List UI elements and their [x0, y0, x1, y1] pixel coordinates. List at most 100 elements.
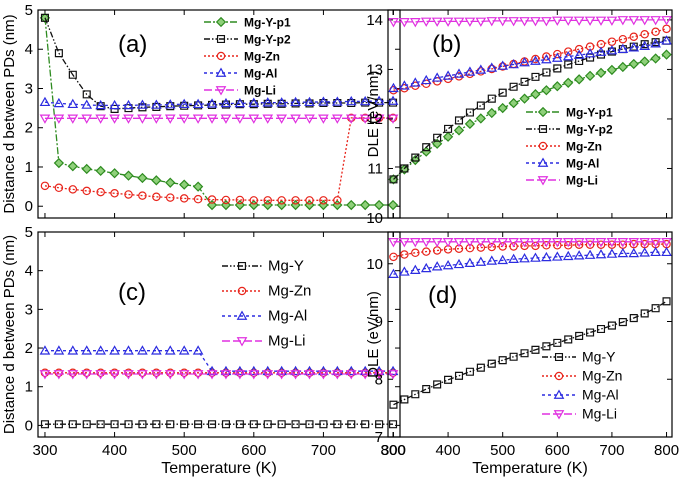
- data-point: [573, 16, 585, 26]
- data-point: [305, 420, 314, 429]
- data-point: [498, 356, 507, 365]
- data-point: [387, 199, 399, 211]
- data-point: [192, 181, 204, 192]
- data-point: [542, 342, 551, 351]
- x-tick-label: 800: [654, 442, 679, 459]
- data-point: [39, 114, 51, 124]
- x-tick-label: 700: [311, 442, 336, 459]
- series-group: [388, 237, 672, 409]
- data-point: [67, 345, 79, 355]
- data-point: [123, 99, 134, 110]
- data-point: [595, 249, 607, 259]
- data-point: [318, 114, 329, 124]
- data-point: [389, 400, 398, 409]
- data-point: [640, 30, 649, 39]
- data-point: [486, 17, 498, 27]
- data-point: [138, 420, 147, 429]
- data-point: [399, 18, 410, 28]
- data-point: [347, 420, 356, 429]
- data-point: [276, 114, 287, 124]
- data-point: [248, 97, 260, 107]
- data-point: [262, 97, 274, 107]
- data-point: [192, 98, 204, 109]
- data-point: [373, 95, 385, 105]
- data-point: [95, 345, 106, 355]
- data-point: [530, 237, 541, 248]
- data-point: [628, 237, 640, 248]
- data-point: [318, 96, 329, 106]
- x-tick-label: 500: [490, 442, 515, 459]
- data-point: [476, 101, 485, 110]
- data-point: [123, 170, 134, 181]
- legend-label: Mg-Y: [582, 349, 616, 365]
- data-point: [388, 268, 399, 278]
- data-point: [359, 114, 371, 124]
- data-point: [530, 252, 541, 262]
- data-point: [346, 199, 357, 211]
- data-point: [584, 249, 596, 259]
- y-tick-label: 12: [366, 111, 383, 128]
- data-point: [305, 196, 314, 205]
- data-point: [584, 70, 596, 82]
- data-point: [617, 247, 629, 258]
- data-point: [180, 420, 189, 429]
- data-point: [433, 380, 442, 389]
- y-tick-label: 3: [25, 80, 33, 97]
- data-point: [95, 370, 106, 380]
- data-point: [551, 251, 563, 261]
- data-point: [551, 52, 563, 62]
- data-point: [509, 352, 518, 361]
- data-point: [373, 370, 385, 380]
- series-line-Mg-Zn: [393, 28, 667, 91]
- data-point: [165, 177, 176, 188]
- data-point: [81, 345, 93, 355]
- y-axis-label: DLE (eV/nm): [365, 291, 382, 378]
- series-line-Mg-Al: [393, 40, 667, 89]
- data-point: [40, 181, 50, 191]
- data-point: [82, 420, 91, 429]
- data-point: [486, 237, 498, 248]
- data-point: [276, 370, 287, 380]
- data-point: [67, 98, 79, 109]
- y-tick-label: 14: [366, 12, 383, 29]
- data-point: [476, 363, 485, 372]
- data-point: [164, 99, 176, 109]
- data-point: [574, 240, 584, 249]
- data-point: [431, 72, 443, 82]
- data-point: [193, 194, 203, 204]
- data-point: [617, 237, 629, 248]
- data-point: [486, 107, 497, 119]
- data-point: [276, 97, 287, 107]
- data-point: [508, 237, 519, 248]
- data-point: [263, 420, 272, 429]
- data-point: [40, 13, 50, 22]
- data-point: [454, 116, 464, 125]
- data-point: [422, 385, 431, 394]
- data-point: [551, 237, 563, 248]
- data-point: [387, 370, 399, 380]
- y-tick-label: 2: [25, 120, 33, 137]
- data-point: [661, 246, 672, 257]
- data-point: [431, 237, 443, 248]
- y-axis-label: DLE (eV/nm): [365, 71, 382, 158]
- data-point: [519, 237, 530, 248]
- data-point: [542, 52, 551, 61]
- data-point: [464, 257, 476, 268]
- data-point: [277, 196, 286, 205]
- data-point: [95, 114, 106, 124]
- data-point: [54, 49, 63, 58]
- legend-label: Mg-Al: [244, 67, 277, 81]
- data-point: [464, 118, 476, 130]
- data-point: [389, 175, 398, 184]
- data-point: [40, 420, 50, 429]
- data-point: [442, 131, 454, 142]
- data-point: [562, 51, 574, 61]
- legend-label: Mg-Y-p1: [244, 16, 291, 30]
- data-point: [420, 74, 432, 85]
- data-point: [639, 16, 651, 26]
- legend: Mg-Y-p1 Mg-Y-p2 Mg-Zn Mg-Al Mg-Li: [204, 16, 291, 98]
- data-point: [359, 370, 371, 380]
- data-point: [487, 242, 497, 252]
- legend-label: Mg-Y: [268, 258, 304, 275]
